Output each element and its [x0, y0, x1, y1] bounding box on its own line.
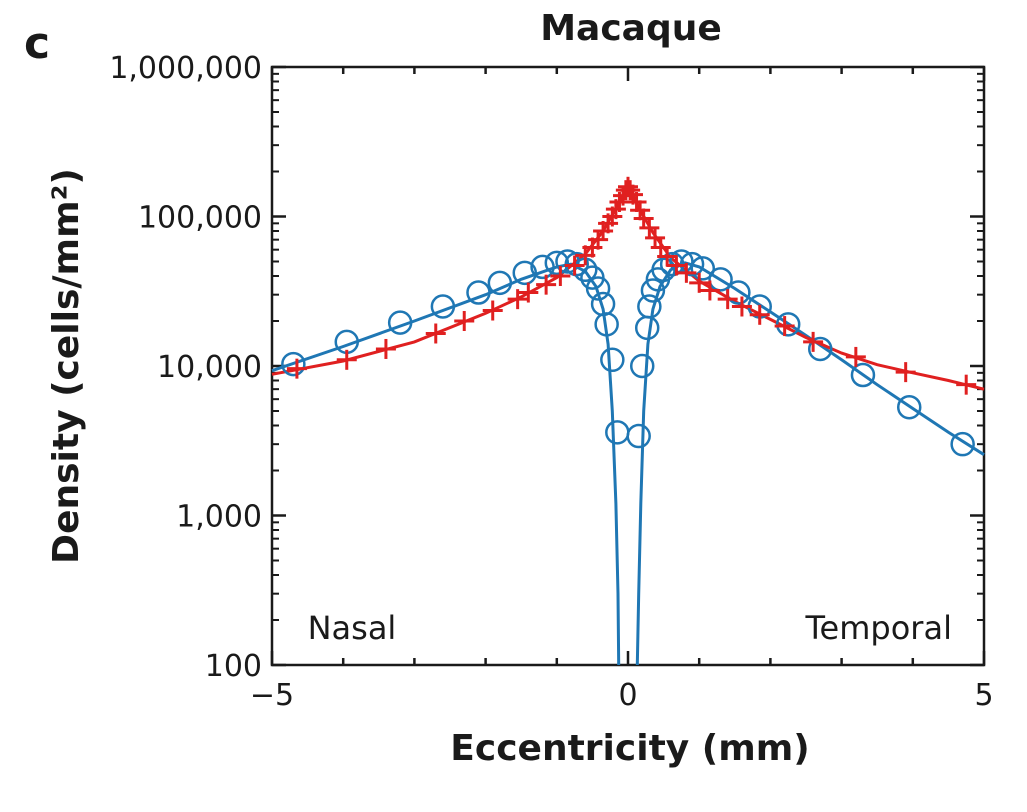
blue-circle-point — [600, 347, 625, 373]
red-plus-point — [375, 338, 396, 359]
red-plus-point — [657, 246, 678, 267]
blue-circle-point — [634, 315, 660, 341]
red-plus-point — [717, 289, 738, 310]
blue-circle-point — [896, 394, 922, 420]
blue-circle-point — [387, 310, 413, 335]
red-plus-point — [676, 262, 697, 283]
blue-circle-point — [629, 353, 655, 379]
blue-circle-point — [430, 294, 456, 319]
blue-circle-point — [626, 423, 651, 449]
red-plus-point — [425, 323, 446, 344]
blue-fit-curve-left — [271, 262, 621, 666]
red-plus-point — [286, 358, 307, 379]
y-tick-label: 1,000 — [176, 500, 262, 535]
blue-circle-point — [850, 362, 876, 388]
red-plus-point — [518, 282, 539, 303]
blue-circle-point — [640, 278, 666, 303]
red-plus-point — [454, 310, 475, 331]
blue-circle-point — [605, 420, 630, 445]
red-plus-point — [731, 296, 752, 317]
red-plus-point — [620, 180, 641, 201]
tick-labels: 100 1,000 10,000 100,000 1,000,000 −5 0 5 — [109, 51, 993, 713]
red-plus-point — [956, 374, 977, 395]
red-plus-point — [774, 316, 795, 337]
plot-area — [270, 65, 986, 667]
blue-circle-point — [544, 250, 570, 276]
red-plus-point — [626, 192, 647, 213]
red-plus-point — [689, 272, 710, 293]
x-axis-title: Eccentricity (mm) — [450, 728, 809, 769]
red-plus-point — [895, 362, 916, 383]
annotation-nasal: Nasal — [308, 609, 397, 647]
y-tick-label: 10,000 — [157, 350, 262, 385]
y-axis-title: Density (cells/mm²) — [46, 168, 87, 564]
red-plus-point — [588, 229, 609, 250]
x-tick-label: −5 — [250, 678, 294, 713]
blue-circle-point — [530, 254, 555, 280]
blue-circle-point — [775, 312, 801, 337]
red-plus-point — [564, 255, 585, 276]
panel-label: c — [24, 18, 50, 69]
blue-circle-point — [512, 260, 538, 286]
y-tick-label: 100 — [205, 649, 262, 684]
red-plus-point — [536, 274, 557, 295]
annotation-temporal: Temporal — [804, 609, 952, 647]
blue-circle-point — [807, 336, 833, 362]
data-markers — [281, 176, 977, 457]
blue-circle-point — [690, 256, 716, 281]
blue-circle-point — [950, 431, 975, 457]
y-tick-label: 1,000,000 — [109, 51, 262, 86]
blue-circle-point — [487, 270, 513, 296]
blue-circle-point — [637, 294, 662, 319]
red-plus-point — [336, 349, 357, 370]
blue-circle-point — [585, 276, 611, 301]
chart-title: Macaque — [540, 8, 722, 49]
x-tick-label: 0 — [618, 678, 637, 713]
red-plus-point — [507, 289, 528, 310]
blue-fit-curve-right — [635, 261, 985, 666]
blue-circle-point — [466, 280, 491, 305]
red-plus-point — [803, 331, 824, 352]
red-plus-point — [639, 217, 660, 238]
blue-circle-point — [281, 351, 306, 377]
red-plus-point — [482, 300, 503, 321]
red-plus-point — [550, 265, 571, 286]
blue-circle-point — [594, 312, 619, 337]
y-tick-label: 100,000 — [138, 201, 262, 236]
red-plus-point — [699, 280, 720, 301]
x-tick-label: 5 — [974, 678, 993, 713]
red-plus-point — [749, 304, 770, 325]
axis-ticks — [270, 65, 986, 667]
blue-circle-point — [708, 267, 733, 292]
red-plus-point — [845, 346, 866, 367]
red-fit-curve — [271, 185, 985, 391]
